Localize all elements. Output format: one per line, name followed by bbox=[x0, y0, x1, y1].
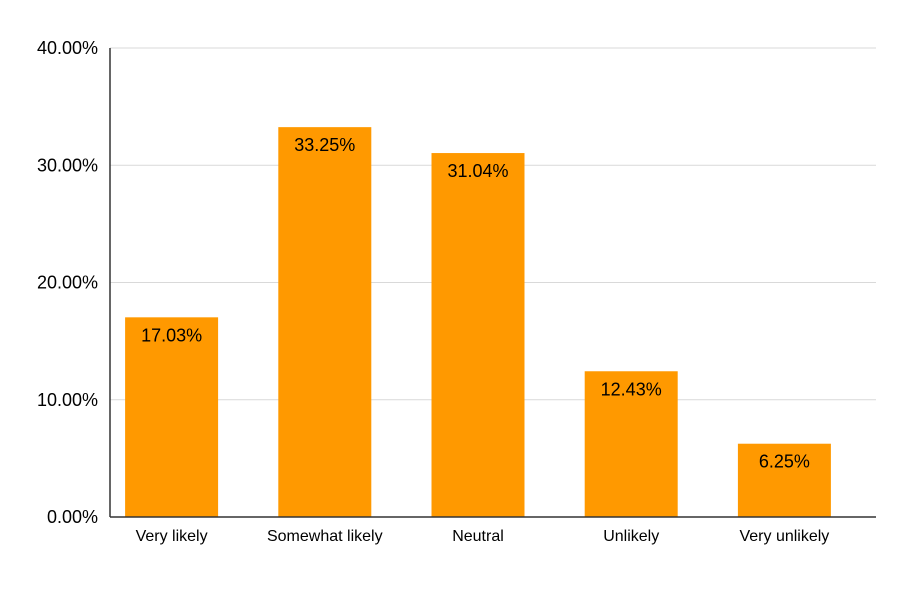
x-tick-label: Very unlikely bbox=[739, 528, 829, 545]
data-label: 12.43% bbox=[601, 379, 662, 399]
bar bbox=[584, 371, 678, 517]
y-tick-label: 0.00% bbox=[47, 507, 98, 527]
bar bbox=[737, 443, 831, 517]
labels: 0.00% 10.00% 20.00% 30.00% 40.00% 17.03% Very … bbox=[37, 38, 829, 545]
y-tick-label: 20.00% bbox=[37, 273, 98, 293]
bar bbox=[431, 153, 525, 517]
x-tick-label: Very likely bbox=[136, 528, 208, 545]
data-label: 31.04% bbox=[447, 161, 508, 181]
bars bbox=[125, 127, 831, 518]
data-label: 17.03% bbox=[141, 325, 202, 345]
bar bbox=[278, 127, 372, 518]
x-tick-label: Unlikely bbox=[603, 528, 659, 545]
bar bbox=[125, 317, 219, 517]
x-tick-label: Neutral bbox=[452, 528, 504, 545]
y-tick-label: 30.00% bbox=[37, 155, 98, 175]
y-tick-label: 10.00% bbox=[37, 390, 98, 410]
x-tick-label: Somewhat likely bbox=[267, 528, 383, 545]
data-label: 33.25% bbox=[294, 135, 355, 155]
y-tick-label: 40.00% bbox=[37, 38, 98, 58]
data-label: 6.25% bbox=[759, 452, 810, 472]
axes bbox=[109, 48, 876, 518]
